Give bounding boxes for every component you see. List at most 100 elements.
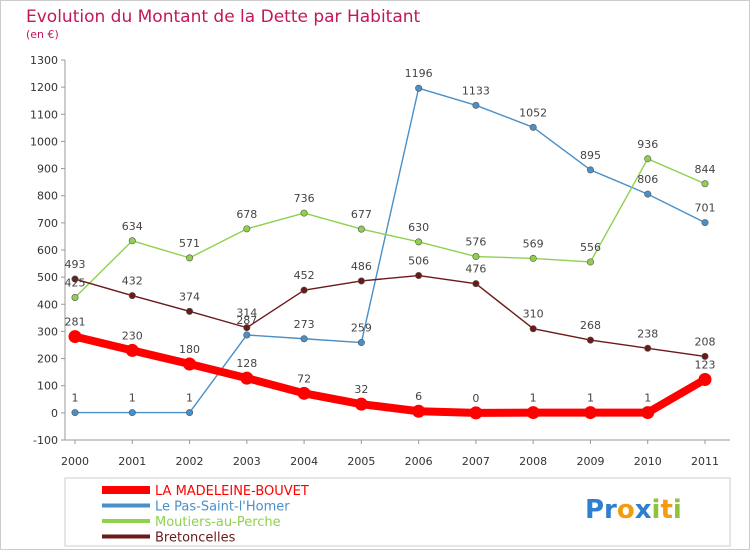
data-point	[186, 254, 194, 262]
data-point	[128, 292, 136, 300]
data-label: 1	[129, 392, 136, 405]
y-tick-label: 400	[37, 298, 58, 311]
x-tick-label: 2000	[61, 455, 89, 468]
data-point	[415, 238, 423, 246]
data-point	[469, 406, 483, 420]
data-point	[300, 335, 308, 343]
y-tick-label: 1100	[30, 108, 58, 121]
x-tick-label: 2011	[691, 455, 719, 468]
data-label: 630	[408, 221, 429, 234]
data-point	[644, 155, 652, 163]
data-point	[529, 123, 537, 131]
data-label: 493	[65, 258, 86, 271]
data-label: 32	[354, 383, 368, 396]
data-label: 736	[294, 192, 315, 205]
brand-logo: Proxiti	[585, 495, 682, 525]
data-label: 374	[179, 290, 200, 303]
data-point	[71, 293, 79, 301]
data-point	[586, 336, 594, 344]
data-label: 259	[351, 322, 372, 335]
data-label: 1	[587, 392, 594, 405]
data-point	[357, 339, 365, 347]
data-label: 230	[122, 329, 143, 342]
data-point	[240, 371, 254, 385]
data-label: 895	[580, 149, 601, 162]
data-point	[68, 330, 82, 344]
data-label: 0	[472, 392, 479, 405]
data-label: 677	[351, 208, 372, 221]
data-labels-layer: 1 1 1 287 273 259 1196 1133 1052 895 806 701 425 634 5…	[65, 67, 716, 405]
y-tick-label: 700	[37, 217, 58, 230]
data-point	[641, 406, 655, 420]
data-point	[644, 344, 652, 352]
data-label: 432	[122, 275, 143, 288]
data-point	[472, 280, 480, 288]
y-tick-label: 1300	[30, 54, 58, 67]
series-line-0	[71, 332, 709, 417]
data-point	[128, 237, 136, 245]
data-label: 936	[637, 138, 658, 151]
data-point	[357, 277, 365, 285]
data-point	[472, 253, 480, 261]
data-point	[412, 404, 426, 418]
data-label: 238	[637, 327, 658, 340]
legend-label: Bretoncelles	[155, 531, 236, 546]
y-tick-label: 600	[37, 244, 58, 257]
data-label: 1	[530, 392, 537, 405]
data-label: 486	[351, 260, 372, 273]
y-axis-ticks: -100 0 100 200 300 400 500 600 700 800 900 1000 1100…	[30, 54, 65, 447]
data-point	[415, 272, 423, 280]
chart-subtitle: (en €)	[26, 28, 59, 41]
data-point	[186, 409, 194, 417]
data-label: 128	[236, 357, 257, 370]
series-layer	[68, 84, 712, 420]
y-tick-label: 200	[37, 353, 58, 366]
data-label: 1	[644, 392, 651, 405]
x-tick-label: 2009	[576, 455, 604, 468]
data-label: 506	[408, 255, 429, 268]
data-label: 701	[695, 202, 716, 215]
x-tick-label: 2010	[634, 455, 662, 468]
y-tick-label: 500	[37, 271, 58, 284]
data-label: 1196	[405, 67, 433, 80]
data-point	[300, 286, 308, 294]
series-line-1	[74, 87, 706, 414]
data-point	[128, 409, 136, 417]
data-point	[243, 331, 251, 339]
y-tick-label: -100	[33, 434, 58, 447]
data-point	[701, 219, 709, 227]
legend-box	[64, 477, 731, 547]
chart-title: Evolution du Montant de la Dette par Hab…	[26, 7, 421, 27]
data-point	[300, 209, 308, 217]
data-point	[71, 409, 79, 417]
data-label: 72	[297, 372, 311, 385]
y-tick-label: 100	[37, 380, 58, 393]
x-axis-ticks: 2000 2001 2002 2003 2004 2005 2006 2007 2008 2009…	[61, 440, 719, 468]
x-tick-label: 2002	[176, 455, 204, 468]
data-point	[586, 258, 594, 266]
data-label: 6	[415, 390, 422, 403]
x-tick-label: 2001	[118, 455, 146, 468]
data-point	[529, 254, 537, 262]
data-label: 1133	[462, 84, 490, 97]
data-label: 268	[580, 319, 601, 332]
data-label: 310	[523, 308, 544, 321]
x-tick-label: 2007	[462, 455, 490, 468]
data-point	[183, 357, 197, 371]
data-label: 123	[695, 358, 716, 371]
data-label: 1052	[519, 106, 547, 119]
data-point	[583, 406, 597, 420]
data-point	[526, 406, 540, 420]
data-label: 806	[637, 173, 658, 186]
data-point	[125, 343, 139, 357]
data-point	[297, 386, 311, 400]
y-tick-label: 900	[37, 163, 58, 176]
data-label: 180	[179, 343, 200, 356]
data-label: 1	[72, 392, 79, 405]
data-point	[701, 180, 709, 188]
x-tick-label: 2006	[405, 455, 433, 468]
data-label: 208	[695, 335, 716, 348]
